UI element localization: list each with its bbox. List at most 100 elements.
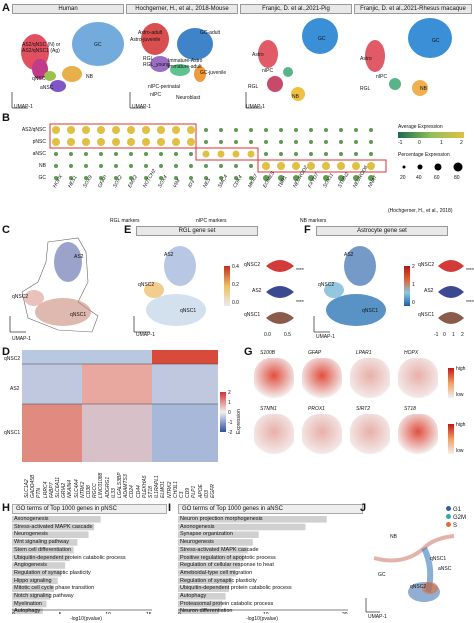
gene-umap-plot: [350, 358, 390, 402]
panel-a-title-macaque: Franjic, D. et al.,2021-Rhesus macaque: [354, 4, 472, 14]
dot-EOMES-pNSC: [264, 140, 268, 144]
label-mouse-gc-juv: GC-juvenile: [200, 70, 227, 76]
panel-e-tick-0: 0.0: [264, 332, 271, 338]
heatmap-gene-label: LINC01088: [98, 472, 105, 498]
panel-a-title-human: Human: [12, 4, 124, 14]
dot-HES1-GC: [69, 176, 73, 180]
go-bar: [178, 569, 236, 577]
dot-GFAP-GC: [99, 176, 103, 180]
dot-SOX4-AS2/qNSC: [157, 126, 165, 134]
umap-mouse: [141, 23, 213, 82]
panel-e-tick-1: 0.5: [284, 332, 291, 338]
legend-label: S: [453, 523, 458, 529]
dot-NNAT-GC: [368, 175, 374, 181]
dot-ID3-aNSC: [189, 152, 193, 156]
bar-chart-h: 0 5 10 15: [12, 516, 152, 614]
dot-NEUROD6-NB: [352, 162, 360, 170]
panel-f-tick-1: 0: [443, 332, 446, 338]
go-bar: [178, 577, 233, 585]
panel-f-letter: F: [304, 224, 311, 236]
dot-TBR1-NB: [277, 162, 285, 170]
label-pig-nb: NB: [292, 94, 299, 100]
label-e-qnsc1: qNSC1: [180, 308, 197, 314]
panel-g-high-1: high: [456, 366, 466, 372]
dot-CDK4-AS2/qNSC: [234, 128, 238, 132]
dot-NES-NB: [204, 164, 208, 168]
heatmap-colorbar: [220, 392, 226, 432]
label-e-as2: AS2: [164, 252, 174, 258]
dot-TBR1-aNSC: [279, 152, 283, 156]
dot-CDK4-GC: [234, 176, 238, 180]
heatmap-gene-label: PLP1: [191, 485, 198, 498]
legend-dot: [446, 506, 451, 511]
panel-e-sig-1: ****: [296, 300, 304, 306]
panel-a-pig-umap1: UMAP-1: [246, 104, 265, 110]
dot-SMC4-aNSC: [217, 150, 225, 158]
label-mouse-rgl-young: RGL_young: [143, 62, 170, 68]
label-mouse-astro-juv: Astro-juvenile: [130, 37, 161, 43]
go-term: Stem cell differentiation: [14, 546, 72, 553]
legend-dot: [446, 514, 451, 519]
nipc-highlight-box: [195, 147, 259, 161]
dot-SOX9-pNSC: [82, 138, 90, 146]
go-bar: [12, 516, 101, 523]
gene-umap-plot: [302, 414, 342, 458]
panel-f-tick-2: 1: [452, 332, 455, 338]
dot-FXYD7-aNSC: [309, 152, 313, 156]
dot-EOMES-NB: [262, 162, 270, 170]
panel-a-title-pig: Franjic, D. et al.,2021-Pig: [240, 4, 352, 14]
dot-SOX11-GC: [323, 175, 329, 181]
panel-a-letter: A: [2, 2, 10, 14]
go-bar: [12, 585, 54, 592]
heatmap-gene-label: PLEKHA5: [141, 475, 148, 498]
dot-CDK4-pNSC: [234, 140, 238, 144]
dot-ID3-pNSC: [187, 138, 195, 146]
panel-i-letter: I: [168, 502, 172, 514]
go-term: Neurogenesis: [180, 539, 214, 546]
panel-f-sig-1: ****: [466, 300, 474, 306]
dot-GFAP-aNSC: [99, 152, 103, 156]
dot-FXYD7-pNSC: [309, 140, 313, 144]
panel-g-colorbar-2: [448, 424, 454, 454]
legend-item: G1: [446, 506, 466, 514]
dot-NNAT-AS2/qNSC: [369, 128, 373, 132]
label-c-as2: AS2: [74, 254, 84, 260]
go-bar: [178, 531, 259, 538]
heatmap-tick-1: 1: [228, 400, 231, 406]
panel-j-legend: G1 G2M S: [446, 506, 466, 530]
dot-NEUROD2-AS2/qNSC: [294, 128, 298, 132]
dot-NEUROD2-pNSC: [294, 140, 298, 144]
label-mouse-astro-adult: Astro-adult: [138, 30, 163, 36]
dot-ID3-NB: [189, 164, 193, 168]
dot-EMX2-GC: [129, 176, 133, 180]
heatmap-gene-label: ID3: [203, 490, 210, 498]
dot-SOX4-NB: [159, 164, 163, 168]
dot-SOX2-pNSC: [112, 138, 120, 146]
go-bar: [178, 516, 327, 523]
legend-item: G2M: [446, 514, 466, 522]
dot-SMC4-AS2/qNSC: [219, 128, 223, 132]
legend-label: G1: [453, 507, 462, 513]
heatmap-row-group-1: AS2: [10, 386, 20, 392]
violin-e: [266, 260, 294, 324]
go-term: Axonogenesis: [180, 523, 215, 530]
panel-i-title: GO terms of Top 1000 genes in aNSC: [178, 504, 363, 514]
dot-SOX2-NB: [114, 164, 118, 168]
dot-MKI67-AS2/qNSC: [249, 128, 253, 132]
dot-FXYD7-NB: [307, 162, 315, 170]
go-bar: [12, 593, 51, 600]
dot-row-label-4: GC: [38, 175, 47, 181]
umap-f: [313, 246, 386, 333]
gene-umap-plot: [302, 358, 342, 402]
panel-e-scale-2: 0.0: [232, 300, 239, 306]
go-term: Stress-activated MAPK cascade: [14, 523, 93, 530]
dot-NEUROD2-NB: [292, 162, 300, 170]
gene-umap-title: STMN1: [260, 406, 277, 412]
panel-j-umap1: UMAP-1: [368, 614, 387, 620]
dot-NES-GC: [204, 176, 208, 180]
panel-d-letter: D: [2, 346, 10, 358]
label-macaque-gc: GC: [432, 38, 440, 44]
dot-NOTCH2-GC: [144, 176, 148, 180]
heatmap-gene-label: ADGRG1: [104, 476, 111, 498]
pct-tick-2: 60: [434, 175, 440, 181]
